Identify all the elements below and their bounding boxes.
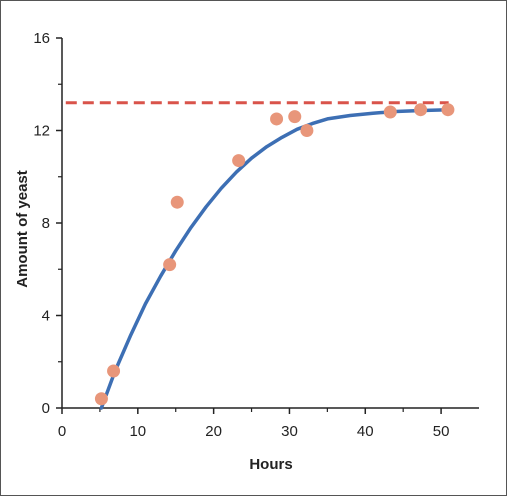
x-tick-label: 0 [58, 423, 66, 440]
y-tick-label: 16 [33, 30, 50, 47]
fit-curve-line [99, 107, 451, 410]
x-axis-title: Hours [249, 456, 292, 473]
y-axis-title: Amount of yeast [14, 170, 31, 288]
data-point [300, 124, 314, 137]
x-tick-label: 50 [433, 423, 450, 440]
data-point [288, 110, 302, 124]
x-tick-label: 20 [205, 423, 222, 440]
data-points [94, 103, 455, 406]
data-point [383, 105, 397, 119]
data-point [441, 103, 455, 117]
data-point [94, 392, 108, 406]
data-point [414, 103, 428, 117]
x-tick-label: 10 [129, 423, 146, 440]
y-tick-label: 0 [42, 400, 50, 417]
fit-curve-layer [99, 107, 451, 410]
data-point [170, 195, 184, 209]
y-tick-label: 8 [42, 215, 50, 232]
x-tick-label: 40 [357, 423, 374, 440]
tick-labels: 0 10 20 30 40 50 0 4 8 12 16 [33, 30, 449, 440]
y-tick-label: 4 [42, 308, 50, 325]
data-point [107, 364, 121, 378]
data-point [232, 154, 246, 168]
x-tick-label: 30 [281, 423, 298, 440]
data-point [270, 112, 284, 126]
y-tick-label: 12 [33, 123, 50, 140]
data-point [163, 258, 177, 272]
